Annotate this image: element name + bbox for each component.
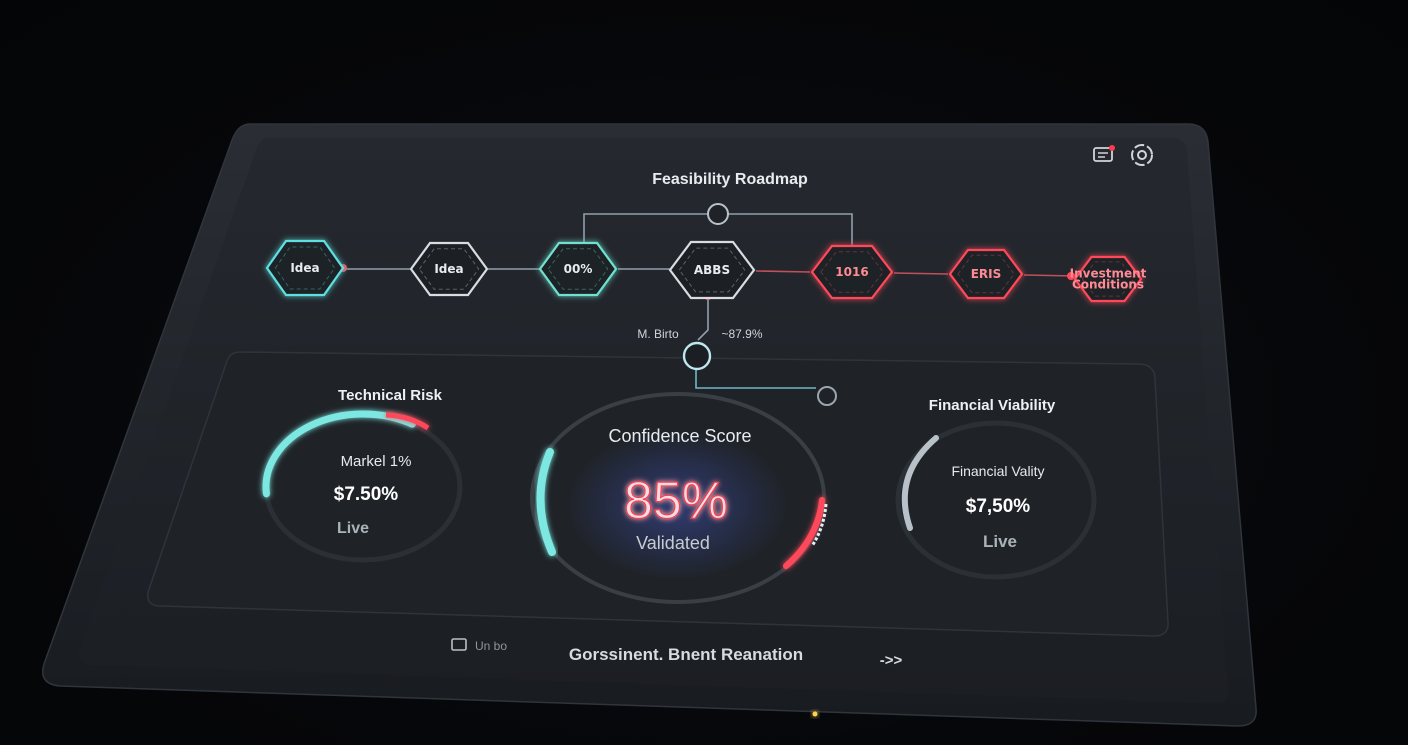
red-dot-marker: [1067, 272, 1075, 280]
roadmap-nodes: Idea Idea 00% ABBS 1016 ERIS InvestmentConditi…: [265, 239, 1147, 303]
marker-left-label: M. Birto: [637, 327, 679, 341]
pivot-junction[interactable]: [682, 341, 712, 371]
roadmap-node[interactable]: Idea: [409, 241, 489, 297]
roadmap-node[interactable]: ERIS: [948, 248, 1024, 300]
roadmap-node-label: ABBS: [694, 263, 730, 277]
device-led: [812, 711, 818, 717]
roadmap-node-label: Idea: [290, 261, 319, 275]
confidence-white-arc: [810, 503, 828, 547]
notification-card-icon[interactable]: [1093, 145, 1115, 162]
roadmap-node-inner-ring: [274, 246, 336, 290]
roadmap-node-hexagon: [409, 241, 489, 297]
settings-ring-icon[interactable]: [1131, 144, 1153, 166]
footer-center-text[interactable]: Gorssinent. Bnent Reanation: [569, 645, 803, 664]
financial-status: Live: [983, 532, 1017, 551]
financial-value: $7,50%: [966, 496, 1031, 517]
roadmap-node-label: ERIS: [971, 267, 1002, 281]
roadmap-node[interactable]: 00%: [538, 241, 618, 297]
footer-left-text: Un bo: [475, 639, 507, 653]
roadmap-node-hexagon: [538, 241, 618, 297]
roadmap-node-hexagon: [1073, 255, 1143, 303]
financial-progress-arc: [901, 435, 939, 531]
technical-risk-red-segment: [385, 412, 430, 431]
confidence-title: Confidence Score: [608, 426, 751, 446]
roadmap-node-hexagon: [265, 239, 345, 297]
roadmap-node[interactable]: ABBS: [668, 240, 756, 300]
roadmap-node-hexagon: [668, 240, 756, 300]
roadmap-node-hexagon: [810, 244, 894, 300]
roadmap-node-label: Idea: [434, 262, 463, 276]
roadmap-node-inner-ring: [678, 247, 746, 293]
roadmap-node-hexagon: [948, 248, 1024, 300]
footer-arrow-button[interactable]: ->>: [880, 652, 903, 669]
roadmap-node-inner-ring: [1081, 261, 1135, 297]
roadmap-node[interactable]: 1016: [810, 244, 894, 300]
technical-risk-progress-arc: [262, 410, 416, 498]
roadmap-node-inner-ring: [957, 254, 1015, 294]
page-title: Feasibility Roadmap: [652, 171, 808, 188]
branch-junction[interactable]: [707, 203, 729, 225]
roadmap-node-label: 00%: [564, 262, 593, 276]
technical-risk-status: Live: [337, 520, 369, 537]
roadmap-connectors: [344, 213, 1076, 389]
confidence-red-arc: [783, 497, 825, 569]
confidence-cyan-arc: [536, 448, 556, 556]
roadmap-node-label: Investment: [1070, 267, 1147, 281]
roadmap-node[interactable]: Idea: [265, 239, 345, 297]
marker-right-label: ~87.9%: [721, 327, 762, 341]
financial-line1: Financial Vality: [951, 463, 1044, 479]
technical-risk-title: Technical Risk: [338, 387, 443, 404]
financial-viability-gauge[interactable]: Financial Viability Financial Vality $7,…: [895, 397, 1097, 580]
roadmap-node-inner-ring: [418, 248, 480, 290]
grid-icon: [451, 638, 467, 651]
technical-risk-value: $7.50%: [334, 484, 399, 505]
confidence-value: 85%: [624, 472, 728, 530]
confidence-score-gauge[interactable]: Confidence Score 85% Validated: [530, 392, 828, 604]
end-junction[interactable]: [817, 386, 837, 406]
footer-left-item[interactable]: Un bo: [451, 638, 507, 653]
roadmap-node-inner-ring: [547, 248, 609, 290]
roadmap-node-label: 1016: [835, 265, 868, 279]
roadmap-node-label: Conditions: [1072, 278, 1144, 292]
financial-title: Financial Viability: [929, 397, 1056, 414]
confidence-status: Validated: [636, 533, 710, 553]
technical-risk-line1: Markel 1%: [341, 453, 412, 470]
technical-risk-gauge[interactable]: Technical Risk Markel 1% $7.50% Live: [262, 387, 463, 563]
